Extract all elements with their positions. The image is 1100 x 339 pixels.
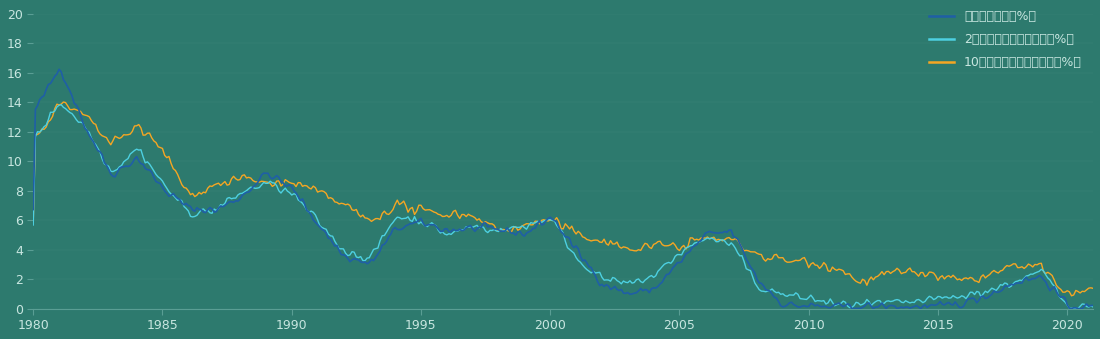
Legend: 联邦基金利率（%）, 2年期美国国库券收益率（%）, 10年期美国国库券收益率（%）: 联邦基金利率（%）, 2年期美国国库券收益率（%）, 10年期美国国库券收益率（… — [924, 5, 1087, 74]
